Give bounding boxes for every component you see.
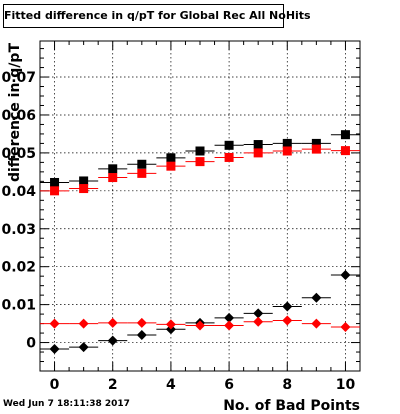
data-point-diamond bbox=[195, 320, 205, 331]
data-point-diamond bbox=[78, 318, 89, 329]
x-tick-labels: 0 2 4 6 8 10 bbox=[50, 377, 356, 393]
data-point-square bbox=[79, 176, 89, 186]
y-tick-label: 0.05 bbox=[1, 146, 36, 162]
data-point-square bbox=[137, 159, 147, 169]
x-tick-label: 8 bbox=[282, 377, 292, 393]
y-tick-labels: 0 0.01 0.02 0.03 0.04 0.05 0.06 0.07 bbox=[1, 70, 36, 352]
x-tick-label: 2 bbox=[108, 377, 118, 393]
data-point-square bbox=[282, 138, 292, 148]
data-point-square bbox=[108, 173, 118, 183]
data-point-square bbox=[195, 157, 205, 167]
data-point-square bbox=[311, 144, 321, 154]
timestamp: Wed Jun 7 18:11:38 2017 bbox=[3, 399, 130, 409]
data-point-diamond bbox=[224, 312, 235, 323]
chart-title-box: Fitted difference in q/pT for Global Rec… bbox=[3, 4, 311, 28]
y-tick-label: 0.06 bbox=[1, 108, 36, 124]
error-bars bbox=[40, 134, 360, 350]
data-point-diamond bbox=[282, 315, 293, 326]
data-point-square bbox=[340, 146, 350, 156]
y-tick-label: 0 bbox=[26, 336, 36, 352]
data-point-diamond bbox=[340, 322, 351, 332]
data-point-diamond bbox=[78, 342, 89, 353]
y-axis-label: difference in q/pT bbox=[7, 43, 23, 182]
y-tick-label: 0.03 bbox=[1, 222, 36, 238]
data-point-square bbox=[282, 146, 292, 156]
data-point-square bbox=[108, 164, 118, 174]
data-point-square bbox=[166, 153, 176, 163]
data-point-square bbox=[253, 148, 263, 158]
data-point-diamond bbox=[107, 317, 118, 328]
y-tick-label: 0.07 bbox=[1, 70, 36, 86]
data-point-diamond bbox=[224, 320, 235, 331]
data-point-square bbox=[195, 146, 205, 156]
data-point-diamond bbox=[136, 329, 147, 340]
data-point-square bbox=[311, 138, 321, 148]
y-tick-label: 0.01 bbox=[1, 298, 36, 314]
data-point-square bbox=[224, 140, 234, 150]
data-point-square bbox=[224, 152, 234, 162]
axis-ticks bbox=[39, 41, 361, 372]
data-point-diamond bbox=[311, 292, 322, 303]
data-point-square bbox=[253, 140, 263, 150]
chart-title: Fitted difference in q/pT for Global Rec… bbox=[4, 9, 311, 22]
x-tick-label: 4 bbox=[166, 377, 176, 393]
data-point-square bbox=[166, 161, 176, 171]
data-markers bbox=[49, 130, 351, 354]
data-point-diamond bbox=[107, 335, 118, 346]
x-tick-label: 10 bbox=[336, 377, 356, 393]
data-point-diamond bbox=[253, 316, 264, 327]
data-point-diamond bbox=[311, 318, 322, 329]
data-point-diamond bbox=[136, 317, 147, 328]
data-point-diamond bbox=[340, 270, 351, 281]
data-point-diamond bbox=[49, 344, 60, 354]
data-point-diamond bbox=[282, 301, 293, 312]
x-tick-label: 6 bbox=[224, 377, 234, 393]
x-axis-label: No. of Bad Points bbox=[223, 398, 360, 414]
data-point-square bbox=[50, 177, 60, 187]
data-point-square bbox=[79, 184, 89, 194]
grid-lines bbox=[40, 41, 360, 371]
data-point-diamond bbox=[165, 319, 176, 330]
data-point-square bbox=[340, 130, 350, 140]
data-point-diamond bbox=[49, 318, 60, 329]
x-tick-label: 0 bbox=[50, 377, 60, 393]
y-tick-label: 0.02 bbox=[1, 260, 36, 276]
data-point-square bbox=[137, 168, 147, 178]
y-tick-label: 0.04 bbox=[1, 184, 36, 200]
data-point-diamond bbox=[253, 308, 264, 319]
data-point-square bbox=[50, 186, 60, 196]
